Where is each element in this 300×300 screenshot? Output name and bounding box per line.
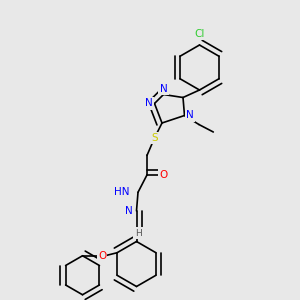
Text: S: S [151,133,158,143]
Text: N: N [186,110,194,121]
Text: H: H [135,229,141,238]
Text: N: N [125,206,133,216]
Text: Cl: Cl [194,28,205,39]
Text: N: N [145,98,153,109]
Text: O: O [98,251,106,261]
Text: HN: HN [114,187,130,197]
Text: N: N [160,84,167,94]
Text: O: O [160,170,168,180]
